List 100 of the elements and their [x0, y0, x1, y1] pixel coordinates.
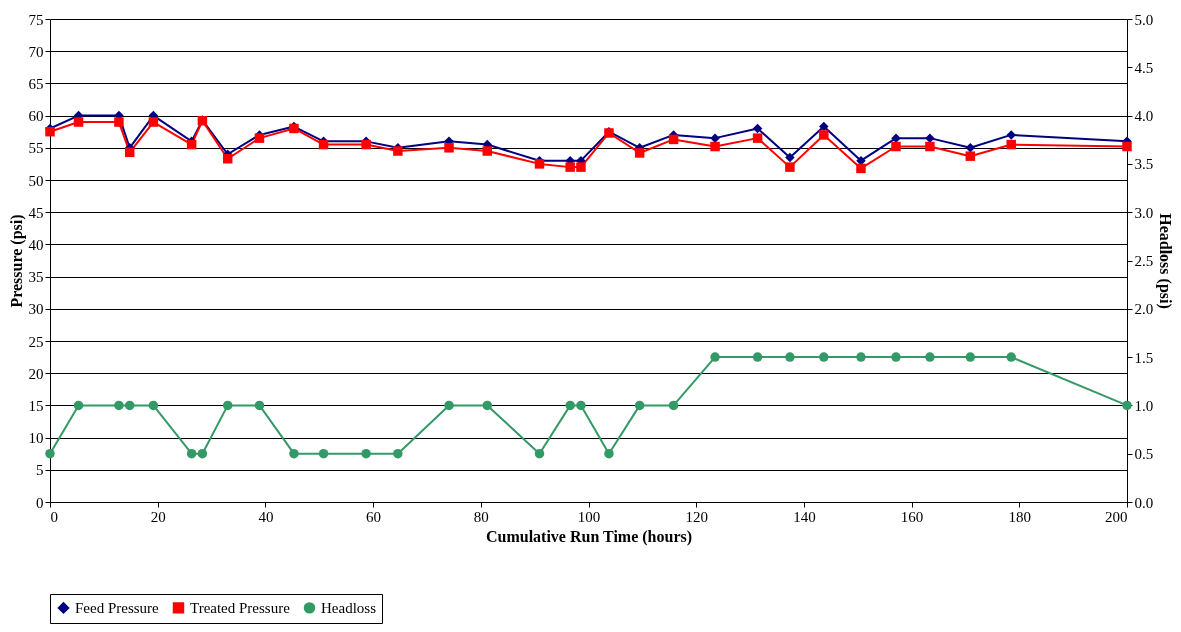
- y2-tick-label: 1.0: [1134, 397, 1154, 414]
- point: [576, 162, 586, 172]
- point: [124, 400, 135, 411]
- point: [197, 448, 208, 459]
- y-tick-label: 40: [28, 236, 44, 253]
- x-tick-label: 140: [793, 508, 816, 525]
- point: [576, 400, 586, 411]
- point: [925, 352, 935, 362]
- y-tick-label: 5: [36, 462, 44, 479]
- point: [819, 121, 829, 132]
- point: [565, 162, 575, 172]
- point: [534, 159, 545, 169]
- y2-tick-label: 0.5: [1134, 446, 1154, 463]
- y-tick-label: 10: [28, 430, 44, 447]
- point: [752, 133, 763, 143]
- x-tick-label: 60: [366, 508, 382, 525]
- y-tick-label: 70: [28, 43, 44, 60]
- point: [444, 143, 454, 153]
- point: [856, 352, 866, 362]
- point: [114, 117, 124, 127]
- point: [819, 130, 829, 140]
- legend-label: Headloss: [321, 599, 377, 616]
- point: [114, 400, 124, 411]
- x-tick-label: 200: [1105, 508, 1128, 525]
- y-tick-label: 75: [28, 11, 44, 28]
- point: [1006, 139, 1016, 150]
- point: [891, 141, 901, 152]
- point: [124, 147, 135, 158]
- point: [965, 143, 976, 153]
- point: [482, 400, 492, 411]
- y2-tick-label: 2.5: [1134, 253, 1154, 269]
- point: [565, 400, 575, 411]
- point: [289, 448, 299, 459]
- y-tick-label: 35: [28, 269, 44, 286]
- y-tick-label: 60: [28, 108, 44, 125]
- point: [752, 352, 763, 362]
- y2-tick-label: 0.0: [1134, 494, 1154, 511]
- y-tick-label: 45: [28, 204, 44, 221]
- point: [393, 448, 403, 459]
- point: [785, 352, 795, 362]
- y-axis-title: Pressure (psi): [7, 214, 26, 308]
- point: [318, 448, 329, 459]
- point: [361, 448, 371, 459]
- y2-axis-title: Headloss (psi): [1156, 213, 1175, 309]
- y-tick-label: 65: [28, 75, 44, 92]
- point: [222, 154, 233, 164]
- legend-label: Treated Pressure: [190, 599, 291, 616]
- point: [710, 352, 720, 362]
- point: [856, 163, 866, 174]
- point: [710, 141, 720, 152]
- point: [73, 400, 84, 411]
- point: [668, 134, 679, 145]
- point: [254, 400, 265, 411]
- point: [45, 448, 55, 459]
- y-tick-label: 50: [28, 172, 44, 189]
- y-tick-label: 25: [28, 333, 44, 350]
- x-tick-label: 100: [577, 508, 601, 525]
- point: [534, 448, 545, 459]
- point: [634, 148, 645, 158]
- point: [444, 400, 454, 411]
- y-tick-label: 15: [28, 397, 44, 414]
- point: [819, 352, 829, 362]
- y2-tick-label: 4.0: [1134, 108, 1154, 125]
- x-tick-label: 160: [900, 508, 924, 525]
- point: [891, 352, 901, 362]
- x-tick-label: 180: [1008, 508, 1032, 525]
- point: [668, 400, 679, 411]
- y2-tick-label: 3.5: [1134, 156, 1154, 173]
- point: [1006, 130, 1016, 140]
- point: [785, 162, 795, 172]
- point: [785, 152, 795, 163]
- y2-tick-label: 5.0: [1134, 11, 1154, 28]
- point: [222, 400, 233, 411]
- point: [186, 448, 197, 459]
- y-tick-label: 30: [28, 301, 44, 318]
- point: [148, 400, 159, 411]
- point: [1006, 352, 1016, 362]
- point: [604, 448, 614, 459]
- y-tick-label: 20: [28, 365, 44, 382]
- point: [73, 117, 84, 127]
- point: [965, 352, 976, 362]
- point: [1122, 400, 1132, 411]
- y-tick-label: 0: [36, 494, 44, 511]
- point: [482, 146, 493, 156]
- x-tick-label: 80: [473, 508, 489, 525]
- legend-label: Feed Pressure: [75, 599, 160, 616]
- y2-tick-label: 3.0: [1134, 204, 1154, 221]
- y2-tick-label: 2.0: [1134, 301, 1154, 318]
- point: [148, 117, 159, 127]
- x-tick-label: 120: [685, 508, 708, 525]
- y2-tick-label: 4.5: [1134, 59, 1154, 76]
- x-tick-label: 40: [258, 508, 274, 525]
- point: [925, 141, 935, 152]
- point: [634, 400, 645, 411]
- x-tick-label: 20: [150, 508, 166, 525]
- point: [965, 151, 976, 161]
- point: [1122, 141, 1132, 152]
- y-tick-label: 55: [28, 140, 44, 157]
- x-tick-label: 0: [50, 508, 58, 525]
- point: [752, 123, 763, 134]
